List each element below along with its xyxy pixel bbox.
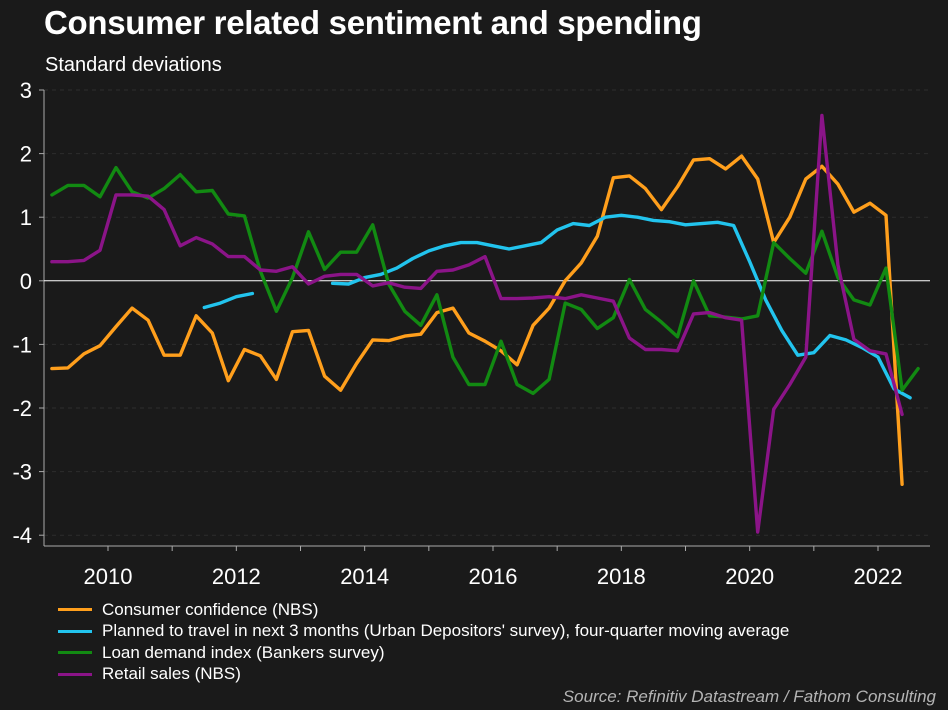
legend-item: Consumer confidence (NBS) <box>58 599 789 621</box>
legend-label: Consumer confidence (NBS) <box>102 599 319 619</box>
y-tick-label: 3 <box>20 78 32 103</box>
legend-swatch <box>58 672 92 676</box>
y-tick-label: 1 <box>20 205 32 230</box>
chart-title: Consumer related sentiment and spending <box>44 4 702 41</box>
legend-swatch <box>58 608 92 612</box>
x-tick-label: 2014 <box>340 564 389 589</box>
legend-item: Retail sales (NBS) <box>58 664 789 686</box>
legend-item: Planned to travel in next 3 months (Urba… <box>58 621 789 643</box>
x-tick-label: 2012 <box>212 564 261 589</box>
y-tick-label: 0 <box>20 269 32 294</box>
y-tick-label: -1 <box>12 332 32 357</box>
series-line-retail-sales-nbs <box>50 113 904 534</box>
x-tick-label: 2022 <box>854 564 903 589</box>
legend-swatch <box>58 651 92 655</box>
legend-label: Retail sales (NBS) <box>102 664 241 684</box>
legend-item: Loan demand index (Bankers survey) <box>58 642 789 664</box>
y-tick-label: -2 <box>12 396 32 421</box>
y-tick-label: 2 <box>20 142 32 167</box>
y-tick-label: -4 <box>12 523 32 548</box>
series-line-consumer-confidence-nbs <box>50 154 904 486</box>
series-line-planned-to-travel-in-next-3-months-urban <box>202 291 255 310</box>
legend-swatch <box>58 629 92 633</box>
series-line-planned-to-travel-in-next-3-months-urban <box>330 213 912 400</box>
legend-label: Loan demand index (Bankers survey) <box>102 642 385 662</box>
source-note: Source: Refinitiv Datastream / Fathom Co… <box>562 687 936 706</box>
x-tick-label: 2020 <box>725 564 774 589</box>
chart-legend: Consumer confidence (NBS) Planned to trav… <box>58 599 789 685</box>
series-line-loan-demand-index-bankers-survey <box>50 165 920 396</box>
y-tick-label: -3 <box>12 460 32 485</box>
x-tick-label: 2018 <box>597 564 646 589</box>
legend-label: Planned to travel in next 3 months (Urba… <box>102 621 790 641</box>
x-tick-label: 2016 <box>469 564 518 589</box>
chart-subtitle: Standard deviations <box>45 54 222 76</box>
x-tick-label: 2010 <box>84 564 133 589</box>
